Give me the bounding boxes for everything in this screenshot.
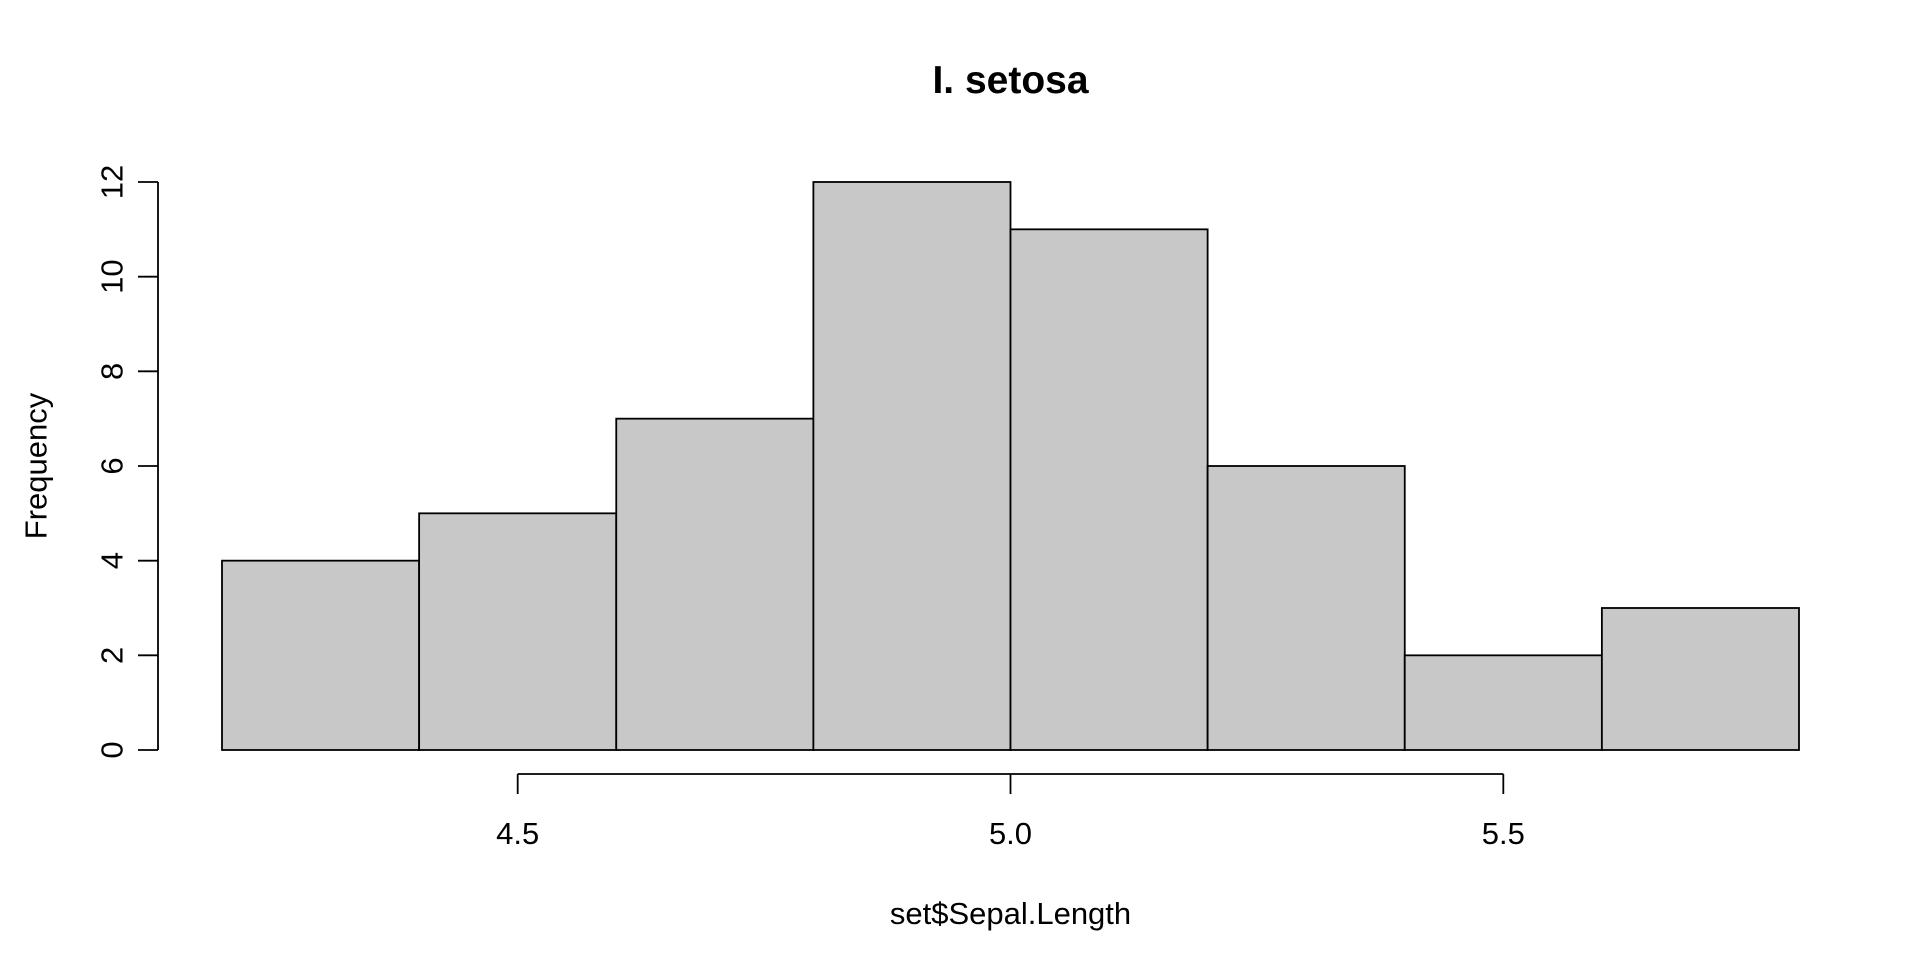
- histogram-bar-2: [615, 417, 815, 751]
- y-axis: 0 2 4 6 8 10 12: [95, 165, 159, 759]
- y-tick-label-3: 6: [95, 457, 130, 474]
- x-axis: 4.5 5.0 5.5: [496, 773, 1525, 851]
- bars-layer: [221, 181, 1800, 751]
- y-tick-label-1: 2: [95, 647, 130, 664]
- histogram-bar-3: [812, 181, 1012, 751]
- histogram-bar-4: [1009, 228, 1209, 751]
- chart-title: I. setosa: [932, 59, 1088, 102]
- histogram-bar-1: [418, 512, 618, 751]
- y-tick-label-4: 8: [95, 363, 130, 380]
- x-axis-label: set$Sepal.Length: [890, 896, 1131, 931]
- histogram-bar-0: [221, 559, 421, 751]
- x-tick-label-0: 4.5: [496, 816, 539, 851]
- y-axis-label: Frequency: [19, 392, 54, 539]
- histogram-bar-7: [1600, 607, 1800, 751]
- y-tick-label-2: 4: [95, 552, 130, 569]
- histogram-bar-5: [1206, 465, 1406, 751]
- y-tick-label-5: 10: [95, 259, 130, 293]
- y-tick-label-0: 0: [95, 741, 130, 758]
- histogram-bar-6: [1403, 654, 1603, 751]
- x-tick-label-2: 5.5: [1482, 816, 1525, 851]
- x-tick-label-1: 5.0: [989, 816, 1032, 851]
- y-tick-label-6: 12: [95, 165, 130, 199]
